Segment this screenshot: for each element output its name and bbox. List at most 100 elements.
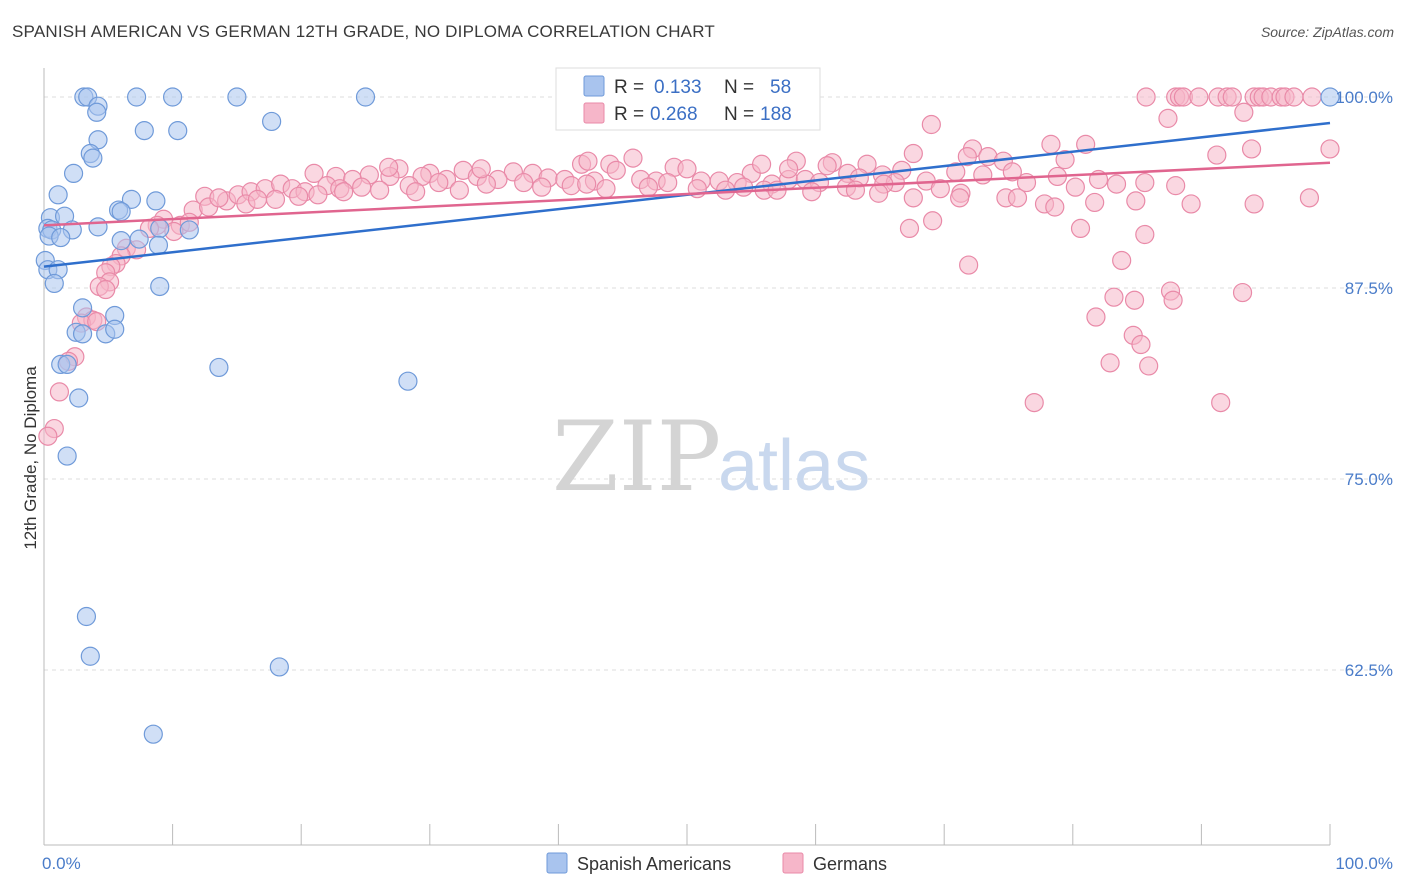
german-point <box>596 179 616 199</box>
german-point <box>1041 134 1061 154</box>
german-point <box>96 279 116 300</box>
legend-n-value-1: 58 <box>770 77 791 98</box>
german-point <box>1065 177 1085 197</box>
german-point <box>677 159 697 179</box>
spanish-american-point <box>72 324 93 344</box>
x-tick-label: 0.0% <box>42 854 81 873</box>
spanish-american-point <box>146 191 166 211</box>
german-point <box>1100 353 1120 373</box>
spanish-american-point <box>150 276 170 297</box>
legend-r-value-2: 0.268 <box>650 104 698 125</box>
spanish-american-point <box>105 319 125 339</box>
spanish-american-point <box>87 102 107 122</box>
german-point <box>265 189 286 209</box>
german-point <box>304 163 324 183</box>
german-point <box>1302 87 1322 107</box>
watermark-atlas: atlas <box>718 426 870 506</box>
spanish-american-point <box>57 446 77 466</box>
german-point <box>1007 188 1028 208</box>
spanish-american-point <box>126 87 147 107</box>
german-point <box>514 172 534 193</box>
german-point <box>1234 102 1254 122</box>
german-point <box>38 426 58 446</box>
legend-n-value-2: 188 <box>760 104 792 125</box>
german-point <box>379 157 399 177</box>
y-tick-label: 62.5% <box>1345 661 1393 680</box>
legend-n-label-2: N = <box>724 104 754 125</box>
german-point <box>623 148 643 168</box>
german-point <box>1055 150 1075 170</box>
spanish-american-point <box>143 724 163 744</box>
german-point <box>532 177 552 197</box>
trend-lines <box>43 121 1331 268</box>
german-point <box>1112 250 1132 271</box>
german-point <box>247 189 268 209</box>
legend-n-label-1: N = <box>724 77 754 98</box>
german-point <box>903 188 923 208</box>
spanish-american-point <box>227 87 247 107</box>
spanish-american-point <box>262 111 282 132</box>
german-point <box>1002 162 1022 182</box>
german-point <box>1104 287 1124 307</box>
german-point <box>1135 172 1155 193</box>
legend-r-label-1: R = <box>614 77 644 98</box>
spanish-american-point <box>269 657 289 677</box>
german-point <box>334 182 354 202</box>
legend-r-value-1: 0.133 <box>654 77 702 98</box>
y-tick-label: 87.5% <box>1345 279 1393 298</box>
series-legend: Spanish Americans Germans <box>546 852 887 874</box>
spanish-american-point <box>111 231 131 251</box>
german-point <box>903 143 923 164</box>
spanish-american-point <box>355 87 376 107</box>
german-point <box>778 159 799 179</box>
x-tick-label: 100.0% <box>1335 854 1393 873</box>
spanish-americans-points <box>35 87 1340 744</box>
tick-labels: 62.5% 75.0% 87.5% 100.0% 0.0% 100.0% <box>42 88 1393 873</box>
german-point <box>352 177 372 197</box>
spanish-american-point <box>1320 87 1340 107</box>
german-point <box>638 177 659 197</box>
spanish-american-point <box>111 202 131 222</box>
german-point <box>1131 334 1151 355</box>
german-point <box>308 185 328 205</box>
german-point <box>1320 139 1340 159</box>
spanish-american-point <box>44 273 64 294</box>
german-point <box>950 188 970 208</box>
german-point <box>869 183 889 203</box>
german-point <box>449 180 469 200</box>
german-point <box>1189 87 1209 107</box>
legend-swatch-spanish-americans <box>546 852 568 874</box>
spanish-american-point <box>48 185 68 205</box>
y-tick-label: 100.0% <box>1335 88 1393 107</box>
german-point <box>1299 188 1320 208</box>
german-point <box>406 182 426 202</box>
y-tick-label: 75.0% <box>1345 470 1393 489</box>
german-point <box>606 160 626 180</box>
german-point <box>817 156 837 176</box>
german-point <box>957 146 977 167</box>
german-point <box>577 174 597 194</box>
german-point <box>973 165 993 185</box>
spanish-american-point <box>80 646 100 666</box>
german-point <box>899 218 920 239</box>
german-point <box>1241 139 1262 159</box>
german-point <box>1136 87 1156 107</box>
german-point <box>1244 194 1264 214</box>
german-point <box>802 182 822 202</box>
german-point <box>1222 87 1242 107</box>
spanish-american-point <box>57 354 77 374</box>
german-point <box>1135 224 1155 245</box>
german-point <box>658 172 678 193</box>
german-point <box>930 179 950 199</box>
spanish-american-point <box>88 217 108 237</box>
german-point <box>49 382 70 402</box>
chart-title: SPANISH AMERICAN VS GERMAN 12TH GRADE, N… <box>12 22 715 41</box>
german-point <box>429 172 449 193</box>
legend-r-label-2: R = <box>614 104 644 125</box>
german-point <box>845 180 866 200</box>
spanish-american-point <box>209 357 229 378</box>
german-point <box>1024 393 1044 413</box>
german-point <box>1070 218 1091 239</box>
stats-legend: R = 0.133 N = 58 R = 0.268 N = 188 <box>555 67 821 131</box>
